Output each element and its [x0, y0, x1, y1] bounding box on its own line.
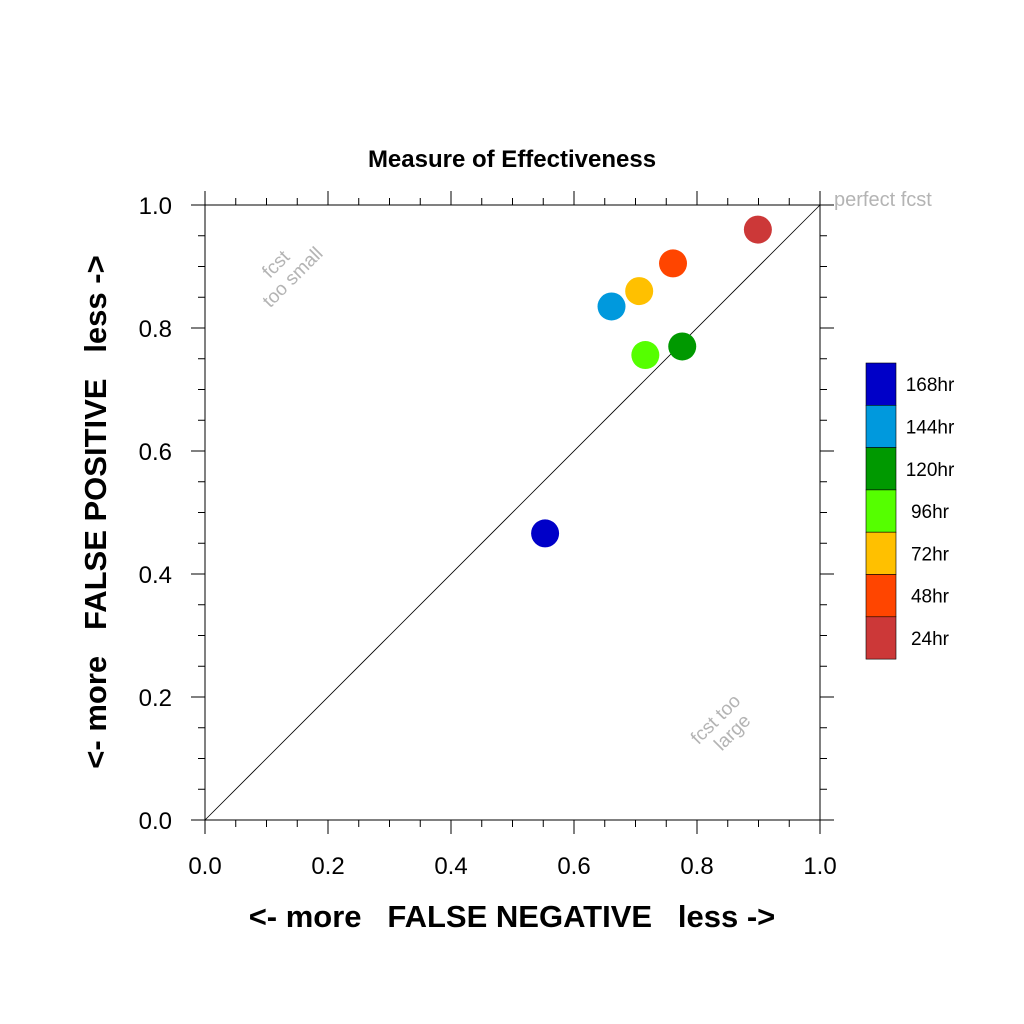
legend-swatch-96hr [865, 489, 897, 533]
x-axis: 0.0 0.2 0.4 0.6 0.8 1.0 [188, 191, 837, 880]
y-tick-label: 0.2 [139, 685, 172, 712]
y-tick-label: 0.6 [139, 439, 172, 466]
chart-title: Measure of Effectiveness [368, 146, 656, 173]
data-points [531, 215, 772, 548]
legend-swatch-48hr [865, 574, 897, 618]
x-tick-label: 0.0 [188, 853, 221, 880]
y-axis-label: <- more FALSE POSITIVE less -> [78, 255, 113, 768]
y-tick-label: 0.8 [139, 316, 172, 343]
legend-label-48hr: 48hr [911, 587, 950, 608]
legend: 168hr 144hr 120hr 96hr 72hr 48hr 24hr [865, 362, 955, 660]
legend-swatch-24hr [865, 616, 897, 660]
point-120hr [668, 332, 697, 361]
point-72hr [625, 277, 654, 306]
x-tick-label: 0.6 [557, 853, 590, 880]
y-axis: 0.0 0.2 0.4 0.6 0.8 1.0 [139, 193, 834, 835]
annotation-fcst-too-large: fcst too large [687, 687, 764, 764]
legend-swatch-168hr [865, 362, 897, 406]
legend-swatch-144hr [865, 404, 897, 448]
diagonal-line [204, 204, 821, 821]
point-96hr [631, 341, 660, 370]
y-tick-label: 1.0 [139, 193, 172, 220]
annotation-fcst-too-small: fcst too small [244, 229, 327, 312]
legend-label-72hr: 72hr [911, 544, 950, 565]
legend-label-144hr: 144hr [906, 417, 955, 438]
legend-label-168hr: 168hr [906, 375, 955, 396]
legend-swatch-72hr [865, 531, 897, 575]
x-tick-label: 0.8 [680, 853, 713, 880]
point-48hr [659, 249, 688, 278]
legend-swatch-120hr [865, 447, 897, 491]
annotation-perfect-fcst: perfect fcst [834, 189, 932, 211]
legend-label-120hr: 120hr [906, 460, 955, 481]
legend-label-96hr: 96hr [911, 502, 950, 523]
x-tick-label: 0.4 [434, 853, 467, 880]
point-144hr [597, 292, 626, 321]
point-168hr [531, 519, 560, 548]
x-tick-label: 1.0 [803, 853, 836, 880]
legend-label-24hr: 24hr [911, 629, 950, 650]
x-tick-label: 0.2 [311, 853, 344, 880]
x-axis-label: <- more FALSE NEGATIVE less -> [249, 899, 776, 934]
y-tick-label: 0.4 [139, 562, 172, 589]
y-tick-label: 0.0 [139, 808, 172, 835]
point-24hr [743, 215, 772, 244]
